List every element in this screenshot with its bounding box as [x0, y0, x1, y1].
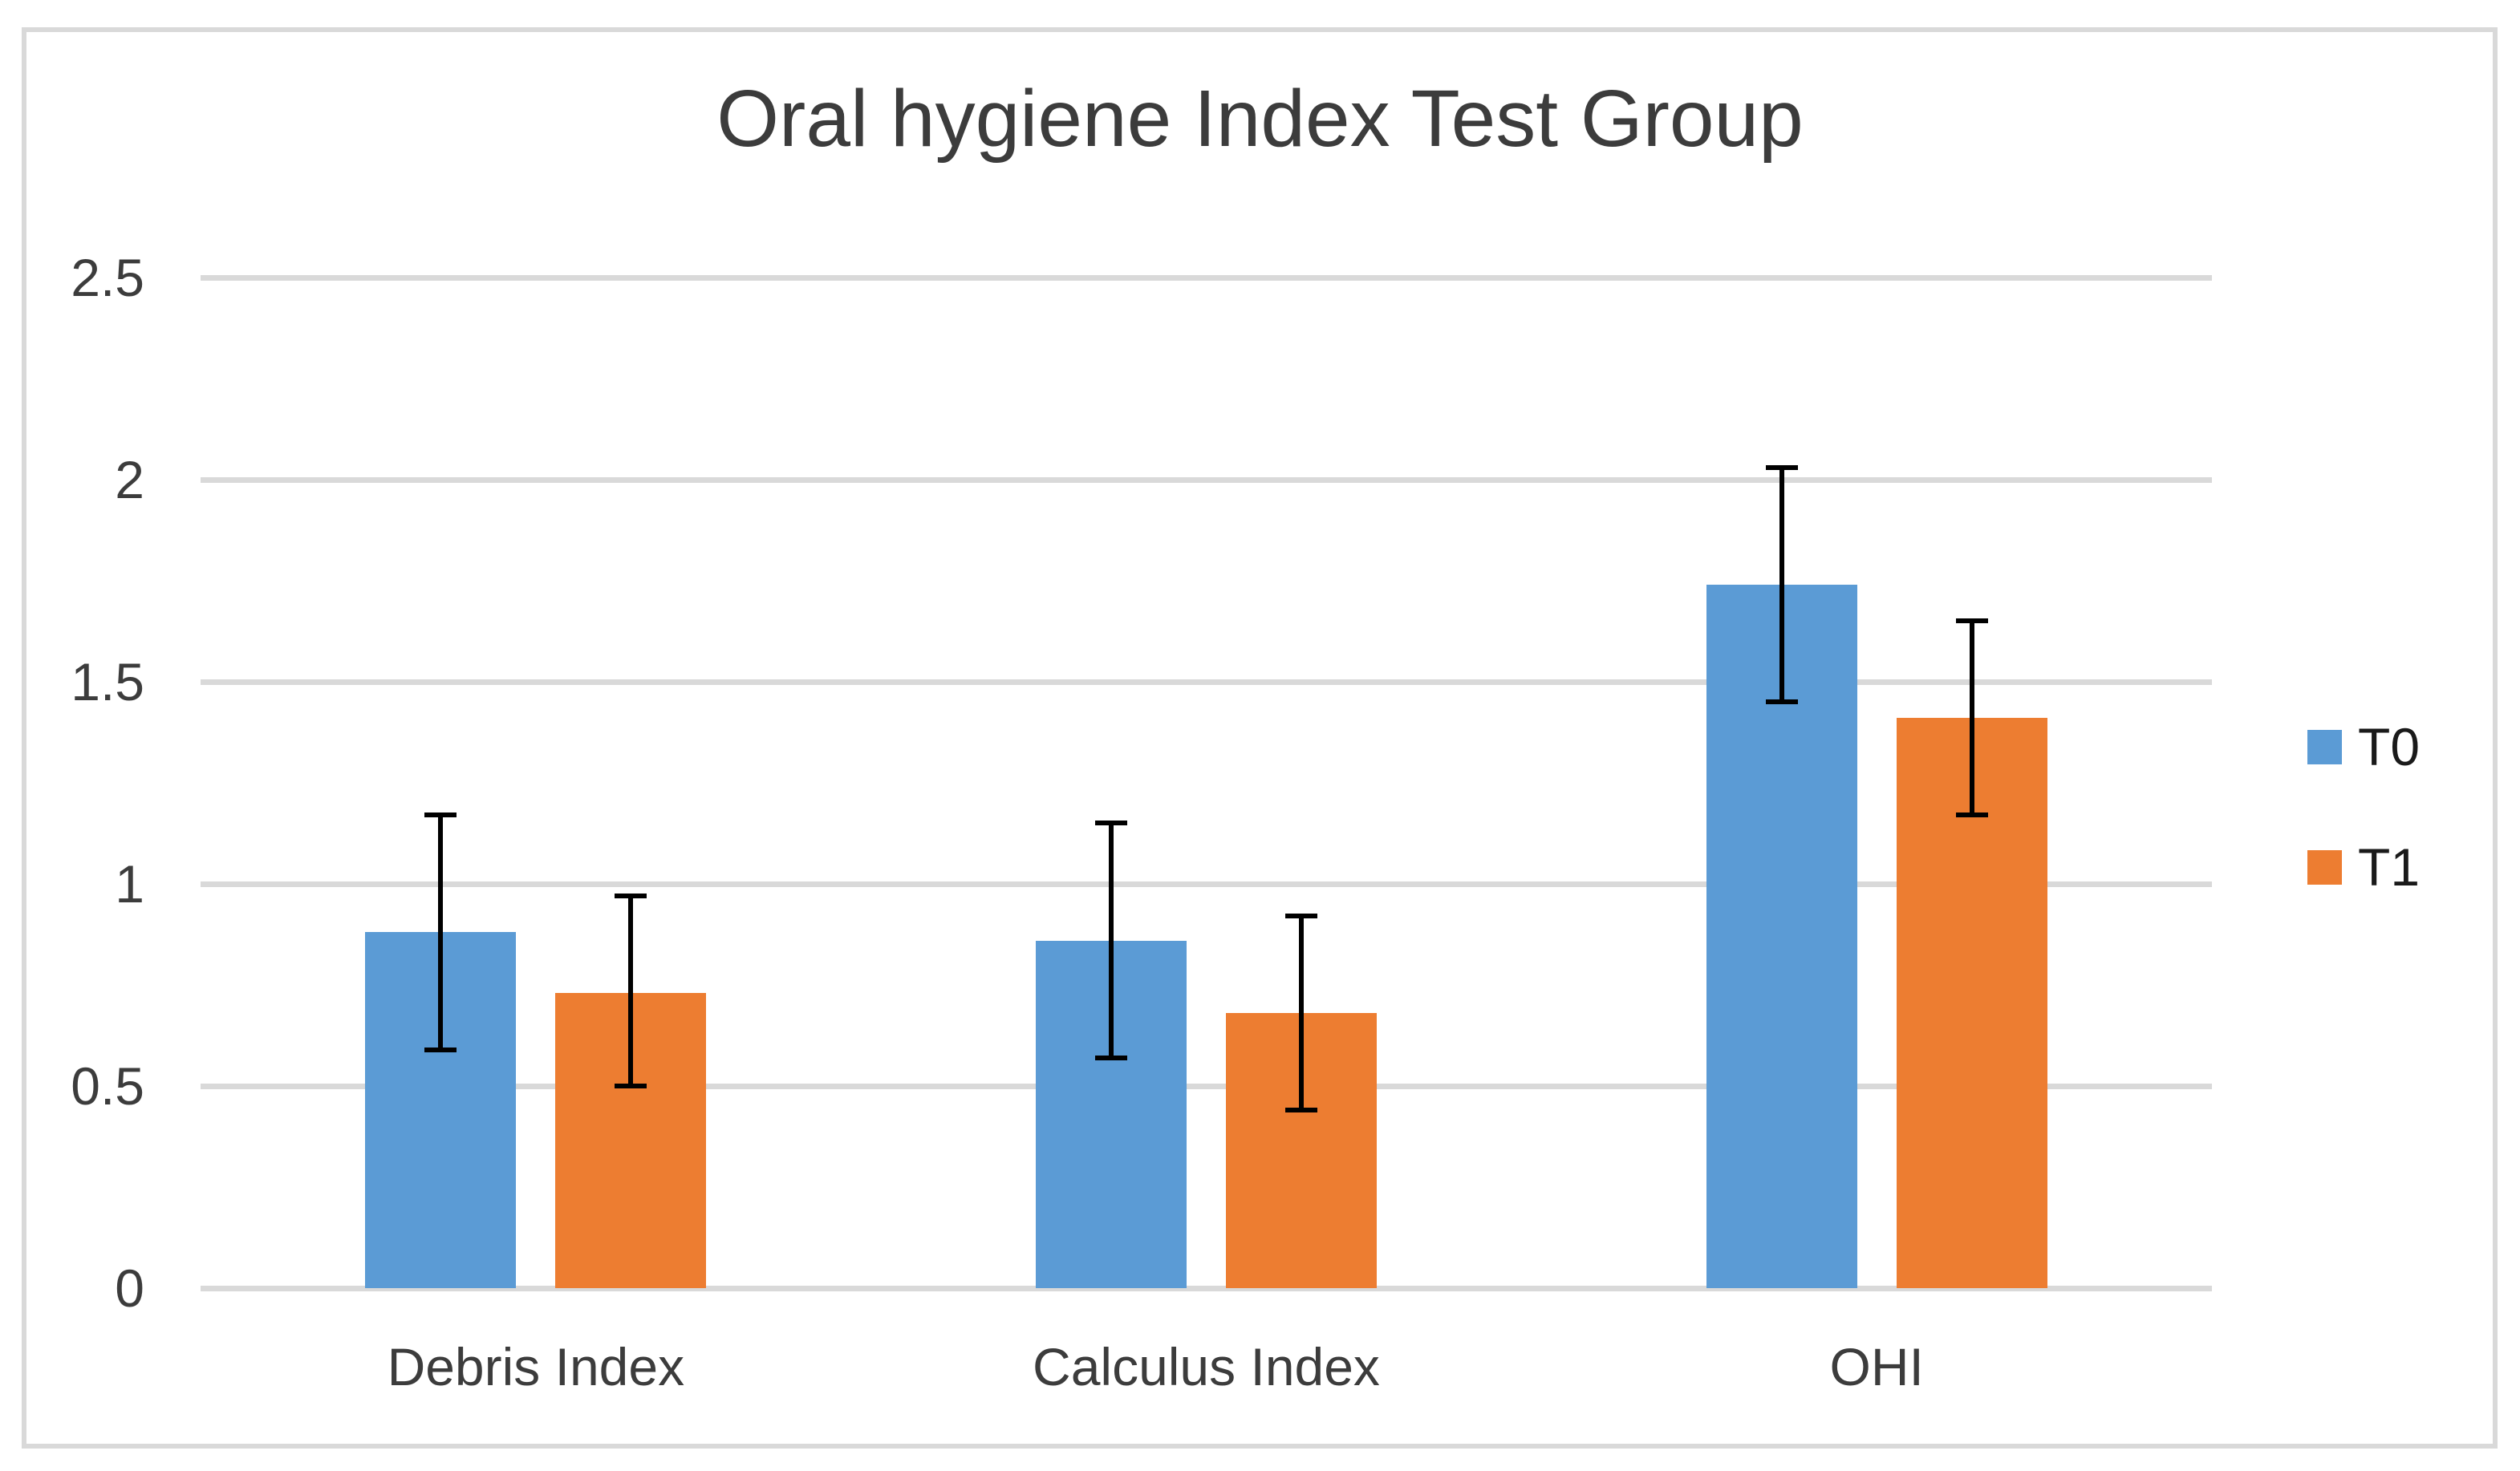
error-bar-t1-ohi-cap-top [1955, 618, 1988, 624]
error-bar-t1-calculus-index-stem [1299, 916, 1304, 1111]
gridline-0 [201, 1286, 2212, 1291]
legend-swatch-t1 [2307, 849, 2342, 885]
legend-label-t0: T0 [2358, 717, 2421, 776]
x-category-label-ohi: OHI [1829, 1337, 1924, 1396]
legend-swatch-t0 [2307, 729, 2342, 764]
error-bar-t1-debris-index-cap-bottom [615, 1084, 647, 1088]
error-bar-t1-calculus-index-cap-bottom [1285, 1108, 1317, 1113]
gridline-2 [201, 477, 2212, 483]
error-bar-t0-calculus-index-cap-top [1095, 821, 1127, 826]
gridline-1 [201, 881, 2212, 887]
error-bar-t0-ohi-cap-top [1765, 464, 1798, 470]
gridline-0.5 [201, 1084, 2212, 1089]
error-bar-t0-ohi-stem [1779, 467, 1784, 703]
y-tick-label-2.5: 2.5 [71, 248, 144, 307]
gridline-1.5 [201, 679, 2212, 685]
error-bar-t1-ohi-cap-bottom [1955, 812, 1988, 818]
error-bar-t0-debris-index-stem [438, 815, 444, 1050]
legend-entry-t1: T1 [2307, 837, 2420, 897]
x-category-label-calculus-index: Calculus Index [1033, 1337, 1380, 1396]
legend: T0 T1 [2307, 717, 2420, 967]
x-category-label-debris-index: Debris Index [387, 1337, 685, 1396]
error-bar-t0-ohi-cap-bottom [1765, 699, 1798, 705]
y-tick-label-0: 0 [115, 1258, 144, 1318]
legend-label-t1: T1 [2358, 837, 2421, 897]
chart-title: Oral hygiene Index Test Group [716, 74, 1804, 164]
y-tick-label-0.5: 0.5 [71, 1056, 144, 1116]
y-tick-label-1.5: 1.5 [71, 652, 144, 711]
error-bar-t1-debris-index-stem [628, 896, 634, 1086]
error-bar-t0-debris-index-cap-bottom [424, 1047, 457, 1052]
error-bar-t0-calculus-index-cap-bottom [1095, 1055, 1127, 1060]
plot-area [201, 275, 2212, 1294]
legend-entry-t0: T0 [2307, 717, 2420, 776]
y-tick-label-2: 2 [115, 450, 144, 509]
error-bar-t1-ohi-stem [1969, 621, 1974, 816]
error-bar-t0-calculus-index-stem [1109, 823, 1114, 1058]
error-bar-t1-debris-index-cap-top [615, 894, 647, 899]
error-bar-t1-calculus-index-cap-top [1285, 914, 1317, 919]
gridline-2.5 [201, 275, 2212, 281]
y-tick-label-1: 1 [115, 854, 144, 914]
error-bar-t0-debris-index-cap-top [424, 812, 457, 818]
